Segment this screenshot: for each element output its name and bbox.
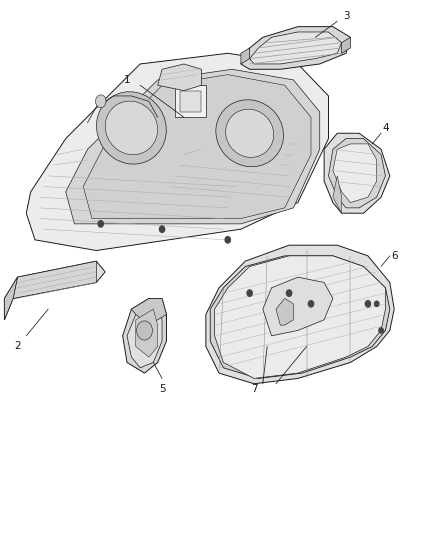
Text: 7: 7: [251, 384, 258, 394]
Polygon shape: [342, 37, 350, 53]
Ellipse shape: [105, 101, 158, 155]
Polygon shape: [158, 64, 201, 91]
Polygon shape: [83, 75, 311, 219]
Text: 2: 2: [14, 342, 21, 351]
Polygon shape: [136, 309, 158, 357]
Text: 1: 1: [124, 75, 131, 85]
Polygon shape: [180, 91, 201, 112]
Polygon shape: [206, 245, 394, 384]
Polygon shape: [263, 277, 333, 336]
Circle shape: [247, 290, 252, 296]
Ellipse shape: [96, 92, 166, 164]
Polygon shape: [26, 53, 328, 251]
Polygon shape: [324, 133, 390, 213]
Text: 4: 4: [382, 123, 389, 133]
Ellipse shape: [216, 100, 283, 167]
Text: 6: 6: [391, 251, 398, 261]
Circle shape: [98, 221, 103, 227]
Text: 3: 3: [343, 11, 350, 21]
Circle shape: [379, 328, 383, 333]
Polygon shape: [66, 69, 320, 224]
Polygon shape: [328, 139, 385, 208]
Polygon shape: [241, 27, 350, 69]
Circle shape: [374, 301, 379, 306]
Circle shape: [137, 321, 152, 340]
Polygon shape: [175, 85, 206, 117]
Ellipse shape: [226, 109, 274, 157]
Circle shape: [225, 237, 230, 243]
Text: 5: 5: [159, 384, 166, 394]
Polygon shape: [123, 298, 166, 373]
Polygon shape: [127, 304, 162, 368]
Polygon shape: [4, 277, 18, 320]
Polygon shape: [215, 256, 385, 378]
Circle shape: [365, 301, 371, 307]
Polygon shape: [250, 32, 342, 64]
Polygon shape: [4, 261, 105, 320]
Polygon shape: [131, 298, 166, 325]
Polygon shape: [210, 256, 390, 378]
Circle shape: [308, 301, 314, 307]
Circle shape: [286, 290, 292, 296]
Polygon shape: [333, 144, 377, 203]
Polygon shape: [333, 176, 342, 213]
Polygon shape: [13, 261, 96, 298]
Circle shape: [95, 95, 106, 108]
Polygon shape: [276, 298, 293, 325]
Circle shape: [159, 226, 165, 232]
Polygon shape: [241, 48, 250, 64]
